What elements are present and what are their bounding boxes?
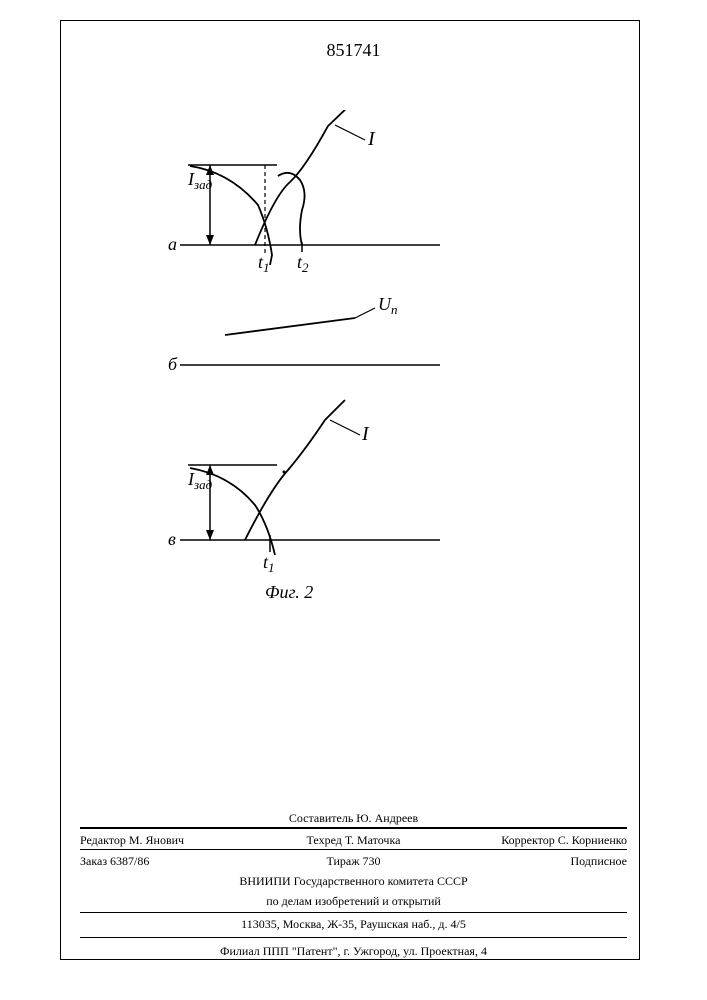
svg-text:а: а <box>168 234 177 254</box>
panel-a: а Iзад t1 t2 I <box>168 110 440 275</box>
footer-compiler: Составитель Ю. Андреев <box>80 809 627 827</box>
panel-c: в Iзад t1 I <box>168 400 440 575</box>
svg-text:Uп: Uп <box>378 294 398 317</box>
footer-print: Тираж 730 <box>262 852 444 870</box>
panel-b: б Uп <box>168 294 440 374</box>
footer: Составитель Ю. Андреев Редактор М. Янови… <box>80 807 627 960</box>
svg-text:I: I <box>367 128 376 150</box>
footer-org1: ВНИИПИ Государственного комитета СССР <box>80 872 627 890</box>
figure-caption: Фиг. 2 <box>265 582 313 602</box>
figure-2: а Iзад t1 t2 I б Uп <box>130 110 570 650</box>
svg-text:t1: t1 <box>258 252 270 275</box>
footer-sub: Подписное <box>445 852 627 870</box>
footer-editor: Редактор М. Янович <box>80 831 262 849</box>
footer-addr1: 113035, Москва, Ж-35, Раушская наб., д. … <box>80 912 627 933</box>
footer-addr2: Филиал ППП "Патент", г. Ужгород, ул. Про… <box>80 940 627 960</box>
svg-text:t1: t1 <box>263 552 275 575</box>
footer-org2: по делам изобретений и открытий <box>80 892 627 910</box>
svg-text:б: б <box>168 354 178 374</box>
svg-text:в: в <box>168 529 176 549</box>
document-number: 851741 <box>327 40 381 61</box>
svg-text:I: I <box>361 423 370 445</box>
svg-text:t2: t2 <box>297 252 309 275</box>
footer-order-row: Заказ 6387/86 Тираж 730 Подписное <box>80 849 627 870</box>
footer-order: Заказ 6387/86 <box>80 852 262 870</box>
footer-credits-row: Редактор М. Янович Техред Т. Маточка Кор… <box>80 827 627 849</box>
footer-corrector: Корректор С. Корниенко <box>445 831 627 849</box>
diagram-svg: а Iзад t1 t2 I б Uп <box>130 110 570 630</box>
footer-tech: Техред Т. Маточка <box>262 831 444 849</box>
